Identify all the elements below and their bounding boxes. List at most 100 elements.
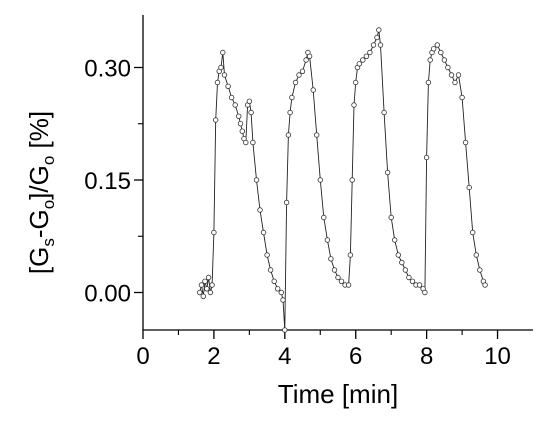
data-point (209, 282, 215, 288)
data-point (482, 282, 488, 288)
data-point (283, 199, 290, 206)
y-axis-title: [Gs-Go]/Go [%] (24, 111, 58, 274)
y-axis-title-part: [G (24, 247, 54, 274)
data-point (280, 297, 286, 303)
data-point (200, 293, 206, 299)
data-point (296, 72, 302, 78)
data-point (473, 252, 479, 258)
data-point (422, 289, 428, 296)
x-tick-label: 2 (207, 343, 220, 370)
data-point (317, 177, 323, 183)
data-point (349, 177, 355, 183)
data-point (211, 229, 217, 236)
data-point (356, 61, 362, 67)
data-point (246, 98, 253, 104)
data-point (377, 42, 384, 48)
data-point (409, 278, 416, 284)
data-point (303, 57, 309, 63)
data-point (452, 79, 458, 86)
y-axis-title-part: [%] (24, 111, 54, 156)
data-point (459, 94, 465, 101)
data-point (423, 154, 430, 161)
data-point (324, 237, 331, 243)
data-point (441, 57, 448, 63)
data-point (250, 139, 256, 146)
data-point (392, 237, 398, 243)
data-point (306, 53, 313, 59)
y-tick-label: 0.15 (84, 168, 131, 195)
x-tick-label: 10 (484, 343, 511, 370)
y-tick-label: 0.00 (84, 281, 131, 308)
data-point (214, 79, 221, 86)
data-point (278, 289, 284, 296)
data-point (470, 229, 476, 236)
data-point (353, 79, 359, 86)
y-axis-title-part: o (39, 156, 58, 165)
x-axis-title: Time [min] (278, 379, 398, 409)
data-series (196, 27, 488, 333)
data-point (381, 109, 387, 116)
data-point (345, 282, 352, 288)
x-tick-label: 8 (420, 343, 433, 370)
data-point (455, 72, 462, 78)
data-point (267, 267, 274, 273)
data-point (445, 64, 451, 71)
data-point (351, 102, 357, 108)
data-point (220, 49, 226, 56)
data-point (239, 128, 245, 134)
data-point (282, 327, 288, 333)
data-point (438, 49, 444, 56)
data-point (367, 49, 373, 56)
data-point (202, 278, 208, 284)
data-point (477, 267, 483, 273)
y-axis-title-part: o (39, 200, 58, 209)
data-point (285, 132, 292, 138)
data-point (427, 57, 433, 63)
data-point (360, 57, 366, 63)
data-point (292, 79, 299, 86)
data-point (402, 267, 409, 273)
data-point (289, 94, 295, 101)
data-point (406, 274, 412, 281)
data-point (253, 177, 260, 183)
y-axis-title-part: -G (24, 209, 54, 238)
data-point (275, 286, 281, 292)
x-axis-ticks: 0 2 4 6 8 10 (136, 330, 511, 370)
data-point (335, 274, 341, 281)
data-point (310, 87, 316, 93)
x-tick-label: 4 (278, 343, 291, 370)
data-point (395, 252, 401, 258)
data-point (196, 289, 203, 296)
data-point (388, 214, 394, 221)
data-point (198, 282, 205, 288)
data-point (425, 79, 432, 86)
y-axis-title-part: s (39, 238, 58, 247)
data-point (462, 139, 469, 146)
y-axis-ticks: 0.00 0.15 0.30 (84, 56, 143, 308)
data-point (271, 278, 277, 284)
data-point (347, 252, 354, 258)
data-point (248, 109, 254, 116)
data-point (237, 120, 244, 127)
data-point (287, 109, 293, 116)
data-point (363, 53, 370, 59)
data-point (434, 42, 440, 48)
data-point (257, 207, 263, 213)
data-point (370, 42, 377, 48)
data-point (232, 102, 238, 108)
data-point (399, 259, 405, 266)
data-point (212, 117, 219, 123)
data-point (228, 94, 235, 101)
data-point (218, 64, 224, 71)
x-tick-label: 0 (136, 343, 149, 370)
data-point (431, 46, 437, 52)
data-point (225, 83, 231, 89)
data-point (374, 34, 380, 41)
data-point (299, 68, 306, 74)
data-point (328, 256, 334, 262)
data-point (416, 282, 423, 288)
data-point (384, 169, 391, 176)
data-point (260, 229, 267, 236)
data-point (448, 72, 455, 78)
